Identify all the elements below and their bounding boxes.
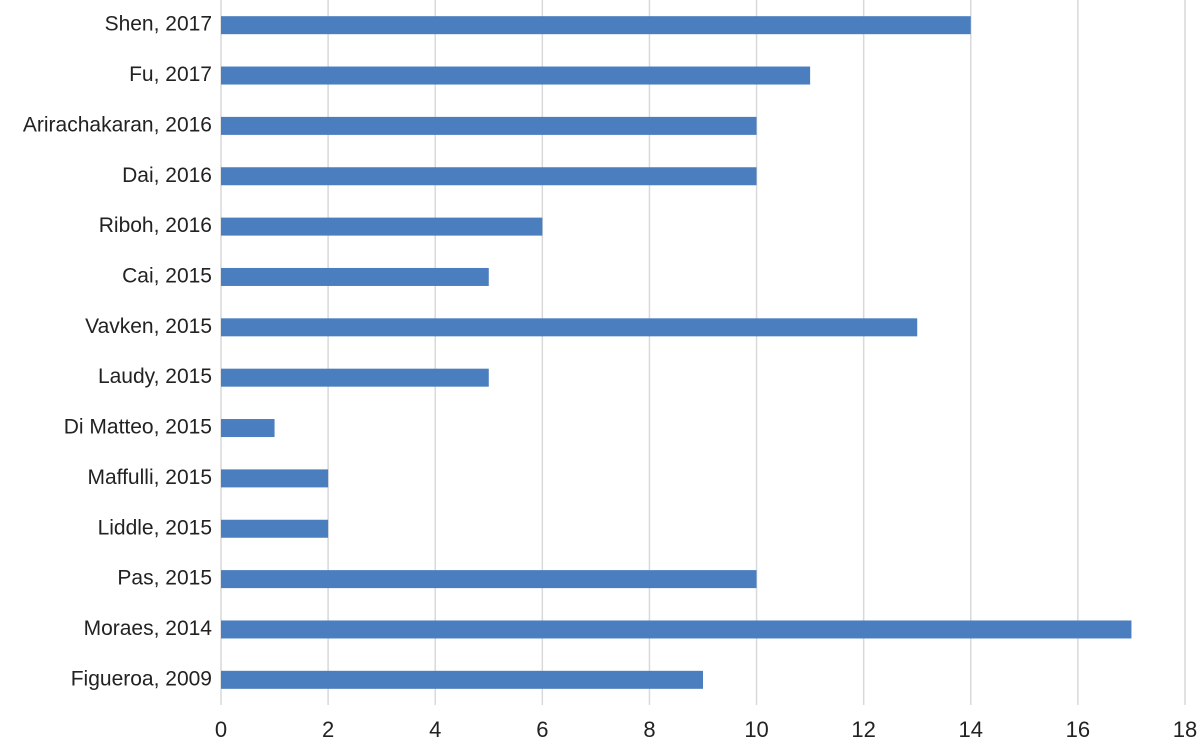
y-tick-label: Riboh, 2016 — [99, 214, 212, 237]
bar — [221, 419, 275, 438]
x-tick-label: 6 — [536, 717, 548, 742]
y-tick-label: Shen, 2017 — [105, 13, 212, 36]
y-tick-label: Di Matteo, 2015 — [64, 416, 212, 439]
x-tick-label: 4 — [429, 717, 441, 742]
bar — [221, 167, 757, 186]
x-tick-label: 14 — [959, 717, 983, 742]
y-tick-label: Arirachakaran, 2016 — [23, 113, 212, 136]
bar — [221, 620, 1132, 639]
bar — [221, 670, 703, 689]
bar — [221, 116, 757, 135]
bar — [221, 519, 329, 538]
y-tick-label: Fu, 2017 — [129, 63, 212, 86]
y-tick-label: Moraes, 2014 — [84, 617, 213, 640]
y-tick-label: Pas, 2015 — [117, 567, 212, 590]
x-tick-label: 18 — [1173, 717, 1197, 742]
x-tick-label: 0 — [215, 717, 227, 742]
bar — [221, 469, 329, 488]
x-tick-label: 16 — [1066, 717, 1090, 742]
y-tick-label: Cai, 2015 — [122, 265, 212, 288]
x-tick-label: 8 — [643, 717, 655, 742]
y-tick-label: Figueroa, 2009 — [71, 667, 212, 690]
y-tick-label: Dai, 2016 — [122, 164, 212, 187]
bar — [221, 267, 489, 286]
bar — [221, 318, 918, 337]
bar — [221, 570, 757, 589]
bar — [221, 217, 543, 236]
x-tick-label: 2 — [322, 717, 334, 742]
bar — [221, 16, 971, 35]
y-tick-label: Laudy, 2015 — [98, 365, 212, 388]
y-tick-label: Liddle, 2015 — [98, 516, 212, 539]
bar — [221, 368, 489, 387]
x-tick-label: 10 — [744, 717, 768, 742]
bar — [221, 66, 811, 85]
x-tick-label: 12 — [851, 717, 875, 742]
y-tick-label: Maffulli, 2015 — [87, 466, 212, 489]
y-tick-label: Vavken, 2015 — [85, 315, 212, 338]
